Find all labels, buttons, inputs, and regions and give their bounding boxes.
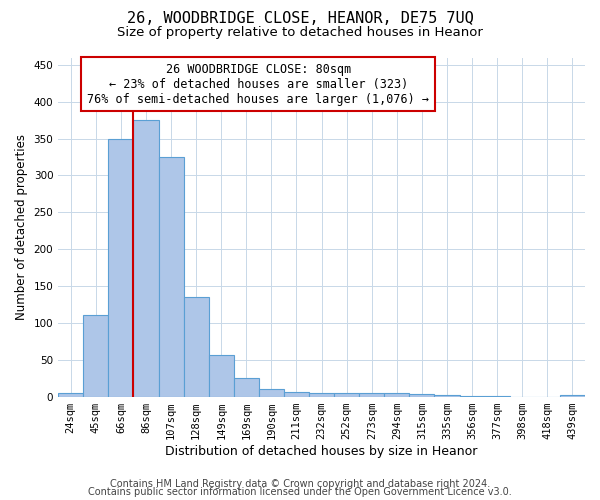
Bar — [359, 393, 385, 396]
Bar — [284, 392, 309, 396]
Y-axis label: Number of detached properties: Number of detached properties — [15, 134, 28, 320]
Bar — [409, 394, 434, 396]
Bar — [560, 395, 585, 396]
Bar — [109, 140, 133, 396]
Bar — [83, 315, 109, 396]
Bar — [434, 395, 460, 396]
Bar — [385, 393, 409, 396]
X-axis label: Distribution of detached houses by size in Heanor: Distribution of detached houses by size … — [166, 444, 478, 458]
Bar — [234, 378, 259, 396]
Bar — [158, 157, 184, 396]
Bar — [309, 393, 334, 396]
Bar — [334, 393, 359, 396]
Text: Size of property relative to detached houses in Heanor: Size of property relative to detached ho… — [117, 26, 483, 39]
Bar — [133, 120, 158, 396]
Bar — [184, 297, 209, 396]
Text: Contains public sector information licensed under the Open Government Licence v3: Contains public sector information licen… — [88, 487, 512, 497]
Bar — [58, 393, 83, 396]
Bar — [259, 389, 284, 396]
Text: 26 WOODBRIDGE CLOSE: 80sqm
← 23% of detached houses are smaller (323)
76% of sem: 26 WOODBRIDGE CLOSE: 80sqm ← 23% of deta… — [88, 62, 430, 106]
Bar — [209, 356, 234, 397]
Text: Contains HM Land Registry data © Crown copyright and database right 2024.: Contains HM Land Registry data © Crown c… — [110, 479, 490, 489]
Text: 26, WOODBRIDGE CLOSE, HEANOR, DE75 7UQ: 26, WOODBRIDGE CLOSE, HEANOR, DE75 7UQ — [127, 11, 473, 26]
